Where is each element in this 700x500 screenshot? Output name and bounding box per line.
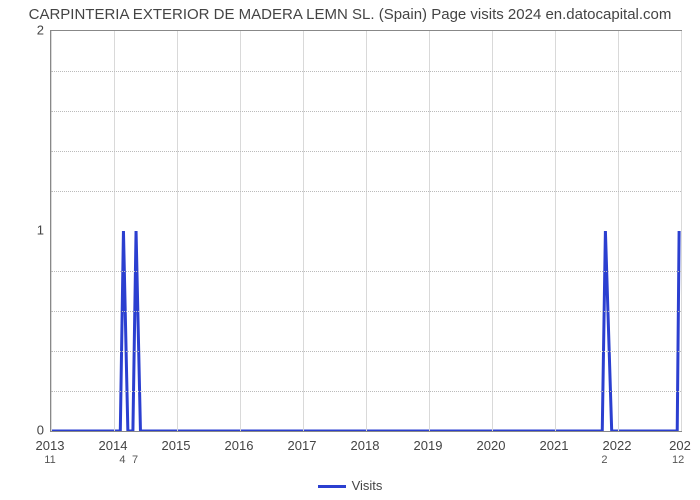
gridline-horizontal <box>51 311 681 312</box>
x-tick-label: 2013 <box>36 438 65 453</box>
point-value-label: 4 <box>119 454 125 466</box>
point-value-label: 12 <box>672 454 684 466</box>
x-tick-label: 2014 <box>99 438 128 453</box>
x-tick-label: 202 <box>669 438 691 453</box>
x-tick-label: 2017 <box>288 438 317 453</box>
legend: Visits <box>0 478 700 493</box>
x-tick-label: 2021 <box>540 438 569 453</box>
chart-title: CARPINTERIA EXTERIOR DE MADERA LEMN SL. … <box>0 6 700 23</box>
y-tick-label: 1 <box>0 223 44 238</box>
legend-swatch <box>318 485 346 488</box>
gridline-vertical <box>555 31 556 431</box>
gridline-vertical <box>366 31 367 431</box>
point-value-label: 11 <box>44 454 55 466</box>
gridline-horizontal <box>51 111 681 112</box>
gridline-vertical <box>51 31 52 431</box>
y-tick-label: 0 <box>0 423 44 438</box>
gridline-vertical <box>492 31 493 431</box>
x-tick-label: 2019 <box>414 438 443 453</box>
x-tick-label: 2016 <box>225 438 254 453</box>
gridline-vertical <box>114 31 115 431</box>
gridline-horizontal <box>51 191 681 192</box>
plot-area <box>50 30 682 432</box>
x-tick-label: 2020 <box>477 438 506 453</box>
y-tick-label: 2 <box>0 23 44 38</box>
point-value-label: 2 <box>601 454 607 466</box>
gridline-horizontal <box>51 391 681 392</box>
gridline-vertical <box>303 31 304 431</box>
gridline-horizontal <box>51 351 681 352</box>
gridline-vertical <box>429 31 430 431</box>
legend-label: Visits <box>352 478 383 493</box>
x-tick-label: 2022 <box>603 438 632 453</box>
gridline-horizontal <box>51 271 681 272</box>
point-value-label: 7 <box>132 454 138 466</box>
x-tick-label: 2015 <box>162 438 191 453</box>
gridline-horizontal <box>51 71 681 72</box>
gridline-vertical <box>177 31 178 431</box>
gridline-vertical <box>681 31 682 431</box>
chart-page: CARPINTERIA EXTERIOR DE MADERA LEMN SL. … <box>0 0 700 500</box>
gridline-vertical <box>240 31 241 431</box>
gridline-horizontal <box>51 151 681 152</box>
gridline-vertical <box>618 31 619 431</box>
x-tick-label: 2018 <box>351 438 380 453</box>
